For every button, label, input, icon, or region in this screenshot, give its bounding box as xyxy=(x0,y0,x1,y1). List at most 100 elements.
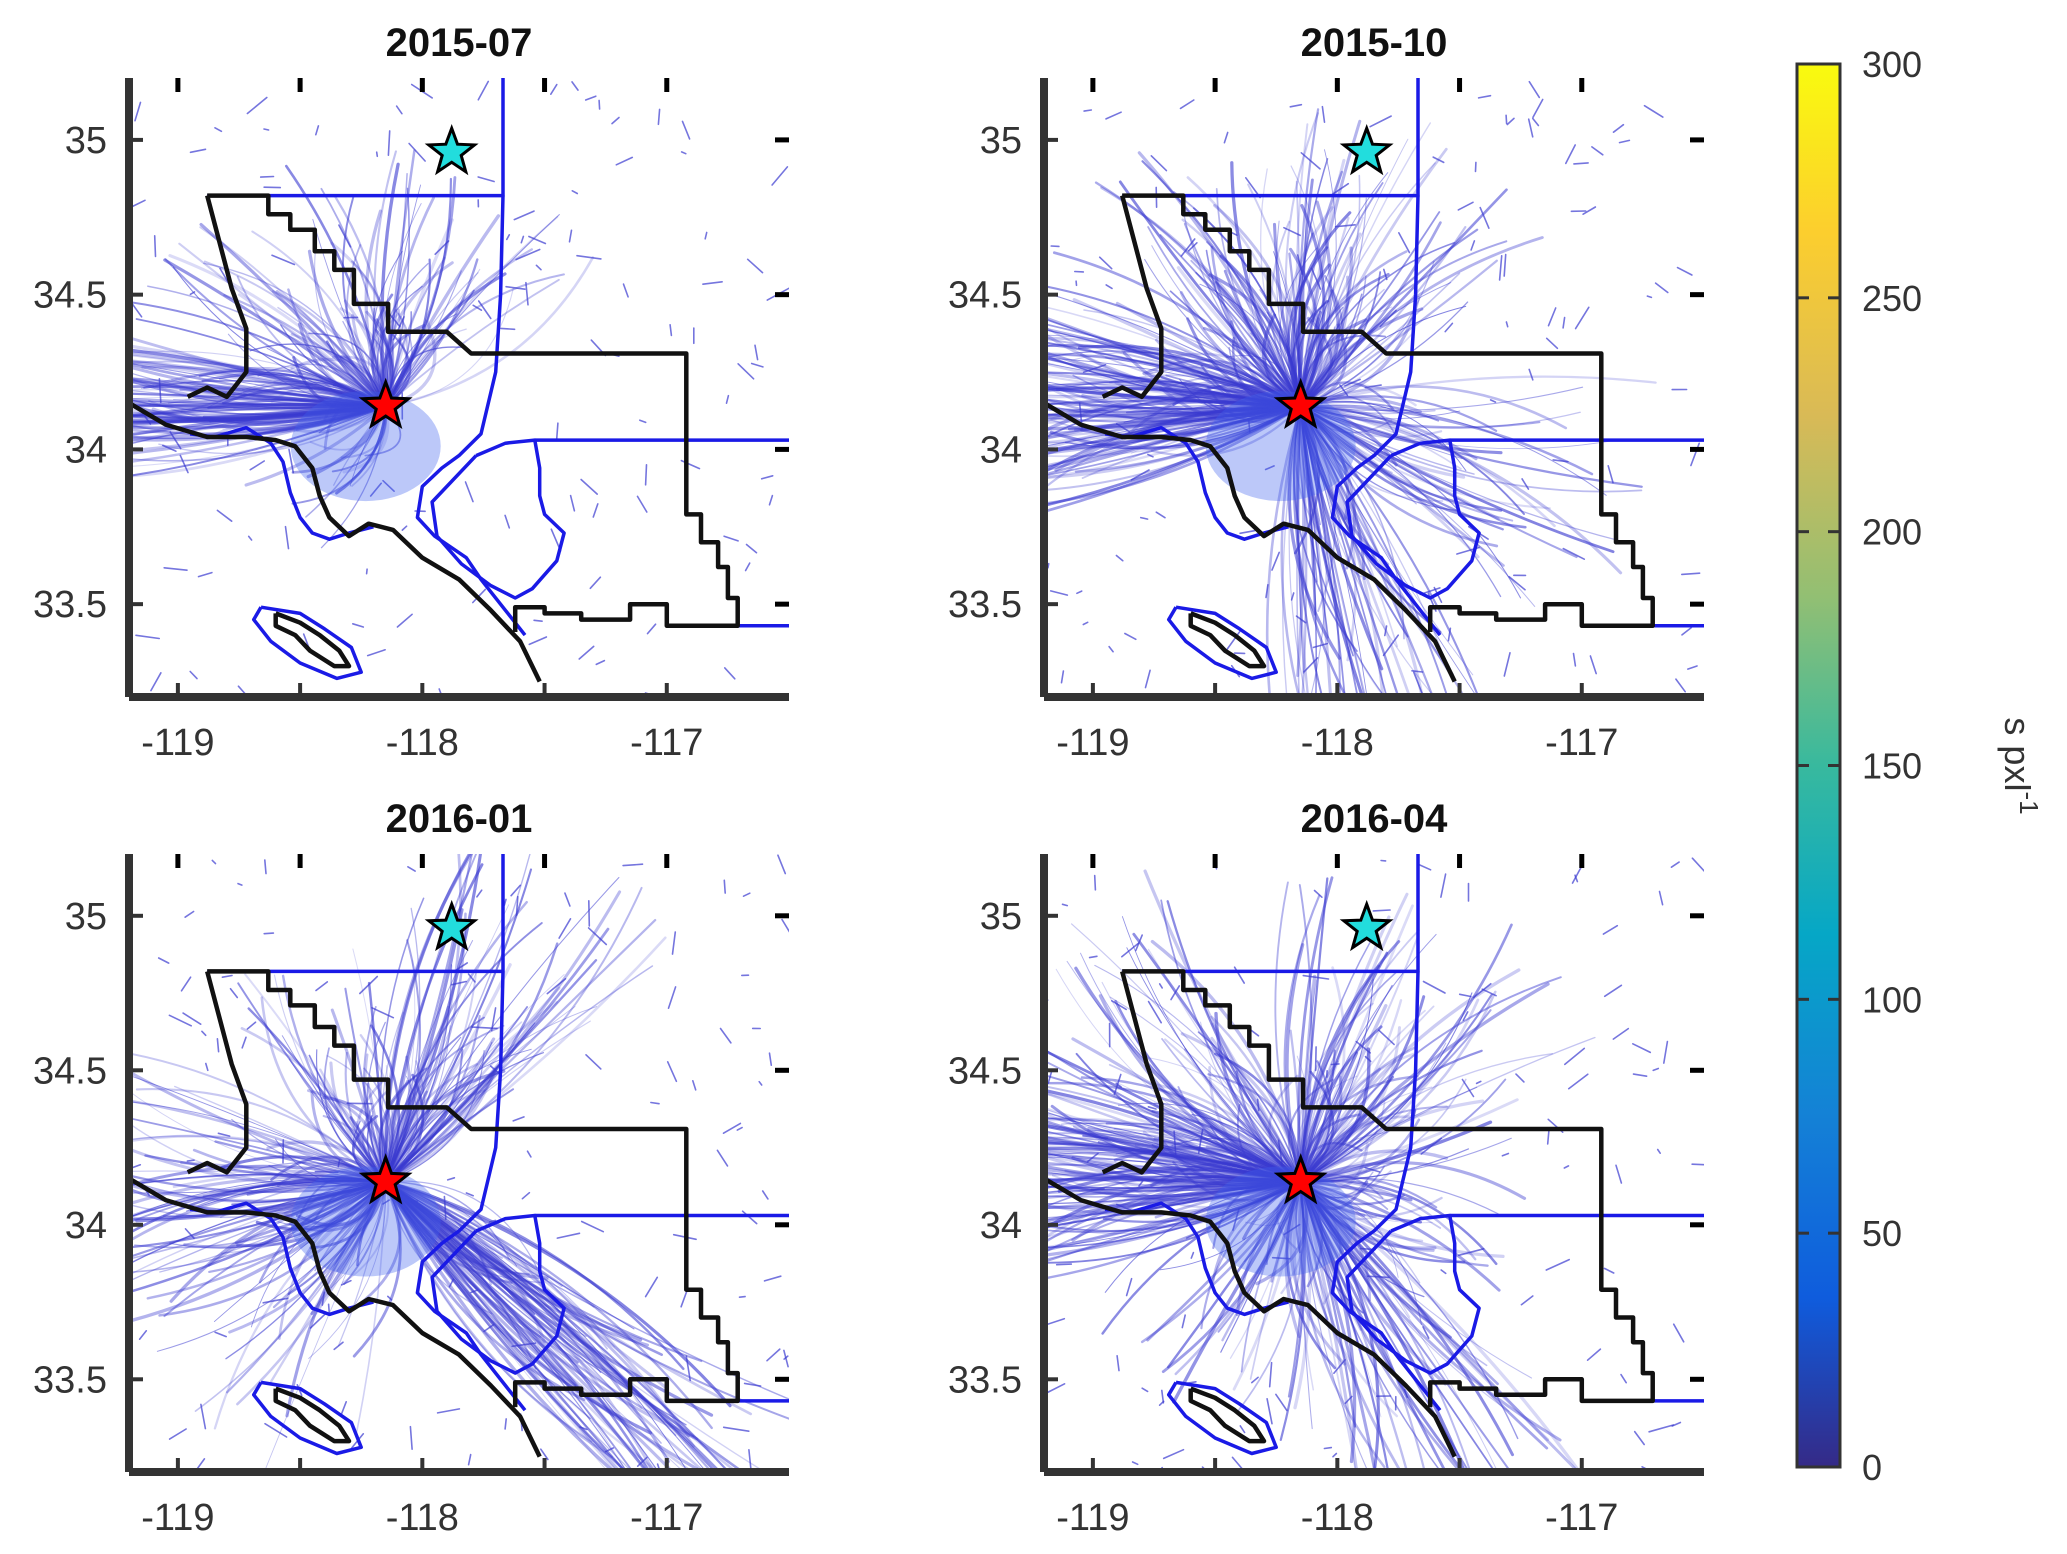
trajectory-speck xyxy=(211,859,217,865)
trajectory xyxy=(1299,119,1362,408)
trajectory xyxy=(167,393,387,407)
trajectory xyxy=(1174,1180,1302,1376)
trajectory-speck xyxy=(1290,592,1295,601)
trajectory xyxy=(1299,1051,1359,1183)
trajectory xyxy=(213,1180,387,1430)
trajectory xyxy=(1300,992,1473,1183)
trajectory xyxy=(384,1180,685,1371)
trajectory xyxy=(1300,405,1461,420)
trajectory-speck xyxy=(448,1278,455,1288)
trajectory-speck xyxy=(1049,590,1069,596)
y-tick-label: 35 xyxy=(65,120,107,162)
trajectory xyxy=(1044,404,1302,420)
trajectory-speck xyxy=(197,571,213,578)
trajectory xyxy=(1299,404,1424,697)
trajectory xyxy=(1164,1038,1302,1183)
trajectory xyxy=(1297,876,1334,1183)
trajectory xyxy=(1288,405,1307,697)
trajectory-speck xyxy=(1271,551,1280,571)
trajectory xyxy=(1044,1117,1302,1183)
trajectory xyxy=(1296,405,1302,697)
trajectory-speck xyxy=(569,494,576,512)
trajectory xyxy=(1229,1180,1302,1359)
trajectory xyxy=(133,1180,387,1249)
trajectory xyxy=(1299,405,1320,534)
trajectory xyxy=(373,150,397,408)
trajectory-speck xyxy=(1300,152,1321,170)
panel-title: 2015-10 xyxy=(1301,21,1448,65)
trajectory-speck xyxy=(1422,1326,1430,1339)
trajectory xyxy=(1299,375,1657,408)
trajectory xyxy=(257,363,387,407)
trajectory xyxy=(1044,1106,1302,1183)
trajectory xyxy=(1299,404,1504,531)
trajectory xyxy=(148,400,387,427)
trajectory xyxy=(1299,404,1480,559)
trajectory xyxy=(1044,357,1302,407)
trajectory-speck xyxy=(580,478,599,495)
map-panel-1: -119 -118 -117 33.5 34 34.5 35 2015-07 xyxy=(33,21,789,764)
district-border-orange xyxy=(1345,438,1481,600)
trajectory-speck xyxy=(1479,206,1490,229)
trajectory xyxy=(384,258,431,408)
trajectory xyxy=(1270,220,1302,408)
trajectory-speck xyxy=(571,81,579,91)
trajectory-speck xyxy=(1378,1029,1395,1046)
coastline xyxy=(1044,401,1457,683)
trajectory xyxy=(129,1179,388,1323)
plume-core xyxy=(1205,391,1356,502)
trajectory-speck xyxy=(736,1126,743,1131)
trajectory-speck xyxy=(387,130,391,156)
trajectory-speck xyxy=(237,882,243,886)
trajectory-speck xyxy=(576,254,602,260)
trajectory xyxy=(1044,1161,1302,1183)
trajectory xyxy=(329,1061,388,1184)
trajectory-speck xyxy=(284,525,290,550)
trajectory xyxy=(334,196,389,408)
trajectory-speck xyxy=(636,495,648,513)
district-border-basin xyxy=(1104,1201,1289,1317)
trajectory-speck xyxy=(263,128,270,131)
trajectory-speck xyxy=(584,95,597,101)
trajectory-speck xyxy=(725,394,730,405)
trajectory xyxy=(362,1006,387,1183)
trajectory xyxy=(1044,405,1302,423)
trajectory-speck xyxy=(1115,554,1124,562)
trajectory-speck xyxy=(595,659,606,666)
trajectory xyxy=(1122,351,1303,413)
trajectory xyxy=(352,1180,402,1358)
trajectory-speck xyxy=(1398,232,1411,254)
trajectory-speck xyxy=(546,977,567,995)
trajectory xyxy=(1044,404,1302,419)
trajectory-speck xyxy=(288,448,295,474)
trajectory xyxy=(384,256,595,408)
trajectory-speck xyxy=(446,1177,456,1181)
trajectory xyxy=(1300,405,1581,429)
trajectory-speck xyxy=(1573,162,1589,165)
trajectory-speck xyxy=(214,127,223,133)
trajectory-speck xyxy=(1603,1267,1615,1274)
trajectory-speck xyxy=(229,987,239,999)
trajectory xyxy=(1044,1180,1302,1280)
y-tick-label: 33.5 xyxy=(948,1359,1022,1401)
x-tick-label: -119 xyxy=(141,722,214,764)
trajectory xyxy=(1121,916,1302,1182)
x-tick-label: -118 xyxy=(386,1497,459,1539)
trajectory xyxy=(384,1180,608,1350)
trajectory-speck xyxy=(1658,890,1664,906)
trajectory-speck xyxy=(315,981,329,992)
trajectory xyxy=(1299,385,1568,430)
trajectory xyxy=(384,1180,643,1409)
trajectory xyxy=(129,405,387,462)
trajectory-speck xyxy=(1501,1152,1510,1157)
trajectory xyxy=(384,971,478,1183)
trajectory-speck xyxy=(1105,111,1122,120)
trajectory xyxy=(1300,1042,1447,1182)
trajectory-speck xyxy=(1379,309,1397,328)
trajectory xyxy=(1300,978,1374,1183)
trajectory-speck xyxy=(168,1428,187,1440)
trajectory xyxy=(384,1037,496,1184)
trajectory-speck xyxy=(1565,144,1576,165)
trajectory xyxy=(129,1177,387,1235)
trajectory-speck xyxy=(589,576,602,590)
